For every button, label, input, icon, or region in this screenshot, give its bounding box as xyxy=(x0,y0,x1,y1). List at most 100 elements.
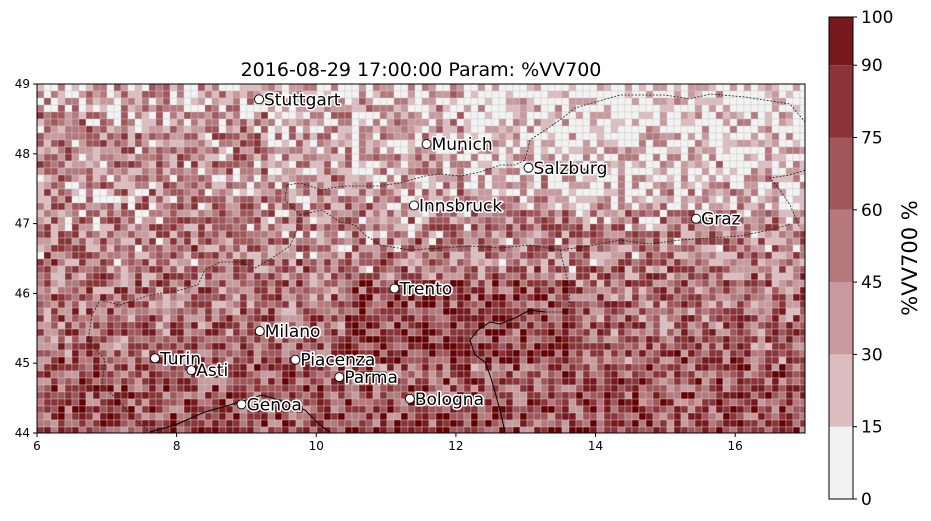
grid-cell xyxy=(274,139,283,148)
grid-cell xyxy=(106,286,115,295)
grid-cell xyxy=(757,370,766,379)
grid-cell xyxy=(372,321,381,330)
grid-cell xyxy=(225,300,234,309)
grid-cell xyxy=(764,363,773,372)
grid-cell xyxy=(127,209,136,218)
grid-cell xyxy=(680,216,689,225)
grid-cell xyxy=(512,104,521,113)
grid-cell xyxy=(561,321,570,330)
grid-cell xyxy=(36,251,45,260)
grid-cell xyxy=(652,167,661,176)
grid-cell xyxy=(225,279,234,288)
grid-cell xyxy=(64,160,73,169)
grid-cell xyxy=(323,300,332,309)
grid-cell xyxy=(708,272,717,281)
grid-cell xyxy=(785,97,794,106)
grid-cell xyxy=(498,265,507,274)
grid-cell xyxy=(589,307,598,316)
grid-cell xyxy=(575,83,584,92)
grid-cell xyxy=(645,356,654,365)
grid-cell xyxy=(281,307,290,316)
grid-cell xyxy=(526,181,535,190)
grid-cell xyxy=(302,174,311,183)
grid-cell xyxy=(71,83,80,92)
grid-cell xyxy=(358,286,367,295)
grid-cell xyxy=(659,363,668,372)
grid-cell xyxy=(484,153,493,162)
grid-cell xyxy=(183,195,192,204)
grid-cell xyxy=(519,279,528,288)
grid-cell xyxy=(127,370,136,379)
grid-cell xyxy=(778,321,787,330)
grid-cell xyxy=(778,111,787,120)
grid-cell xyxy=(771,307,780,316)
grid-cell xyxy=(204,209,213,218)
grid-cell xyxy=(589,370,598,379)
grid-cell xyxy=(57,237,66,246)
grid-cell xyxy=(771,132,780,141)
grid-cell xyxy=(722,300,731,309)
grid-cell xyxy=(246,286,255,295)
grid-cell xyxy=(43,251,52,260)
grid-cell xyxy=(526,230,535,239)
grid-cell xyxy=(715,146,724,155)
grid-cell xyxy=(554,258,563,267)
grid-cell xyxy=(232,90,241,99)
grid-cell xyxy=(295,167,304,176)
grid-cell xyxy=(666,258,675,267)
grid-cell xyxy=(78,223,87,232)
grid-cell xyxy=(701,363,710,372)
grid-cell xyxy=(736,377,745,386)
grid-cell xyxy=(701,258,710,267)
grid-cell xyxy=(323,139,332,148)
grid-cell xyxy=(428,181,437,190)
grid-cell xyxy=(680,125,689,134)
grid-cell xyxy=(792,160,801,169)
grid-cell xyxy=(169,132,178,141)
grid-cell xyxy=(204,223,213,232)
grid-cell xyxy=(197,384,206,393)
grid-cell xyxy=(442,83,451,92)
grid-cell xyxy=(407,118,416,127)
grid-cell xyxy=(337,335,346,344)
grid-cell xyxy=(778,125,787,134)
grid-cell xyxy=(561,244,570,253)
grid-cell xyxy=(526,216,535,225)
grid-cell xyxy=(715,279,724,288)
grid-cell xyxy=(106,216,115,225)
grid-cell xyxy=(736,328,745,337)
grid-cell xyxy=(204,167,213,176)
grid-cell xyxy=(92,363,101,372)
grid-cell xyxy=(477,160,486,169)
grid-cell xyxy=(708,300,717,309)
grid-cell xyxy=(281,202,290,211)
grid-cell xyxy=(225,328,234,337)
grid-cell xyxy=(442,188,451,197)
grid-cell xyxy=(78,111,87,120)
grid-cell xyxy=(358,209,367,218)
grid-cell xyxy=(57,363,66,372)
grid-cell xyxy=(610,391,619,400)
grid-cell xyxy=(246,321,255,330)
grid-cell xyxy=(106,342,115,351)
grid-cell xyxy=(582,293,591,302)
grid-cell xyxy=(260,209,269,218)
grid-cell xyxy=(36,377,45,386)
grid-cell xyxy=(519,188,528,197)
grid-cell xyxy=(225,244,234,253)
grid-cell xyxy=(687,167,696,176)
grid-cell xyxy=(372,90,381,99)
grid-cell xyxy=(512,307,521,316)
grid-cell xyxy=(57,83,66,92)
grid-cell xyxy=(365,202,374,211)
grid-cell xyxy=(596,314,605,323)
grid-cell xyxy=(687,328,696,337)
grid-cell xyxy=(554,321,563,330)
grid-cell xyxy=(260,146,269,155)
grid-cell xyxy=(120,132,129,141)
grid-cell xyxy=(386,146,395,155)
grid-cell xyxy=(694,391,703,400)
grid-cell xyxy=(288,370,297,379)
grid-cell xyxy=(190,335,199,344)
grid-cell xyxy=(456,125,465,134)
